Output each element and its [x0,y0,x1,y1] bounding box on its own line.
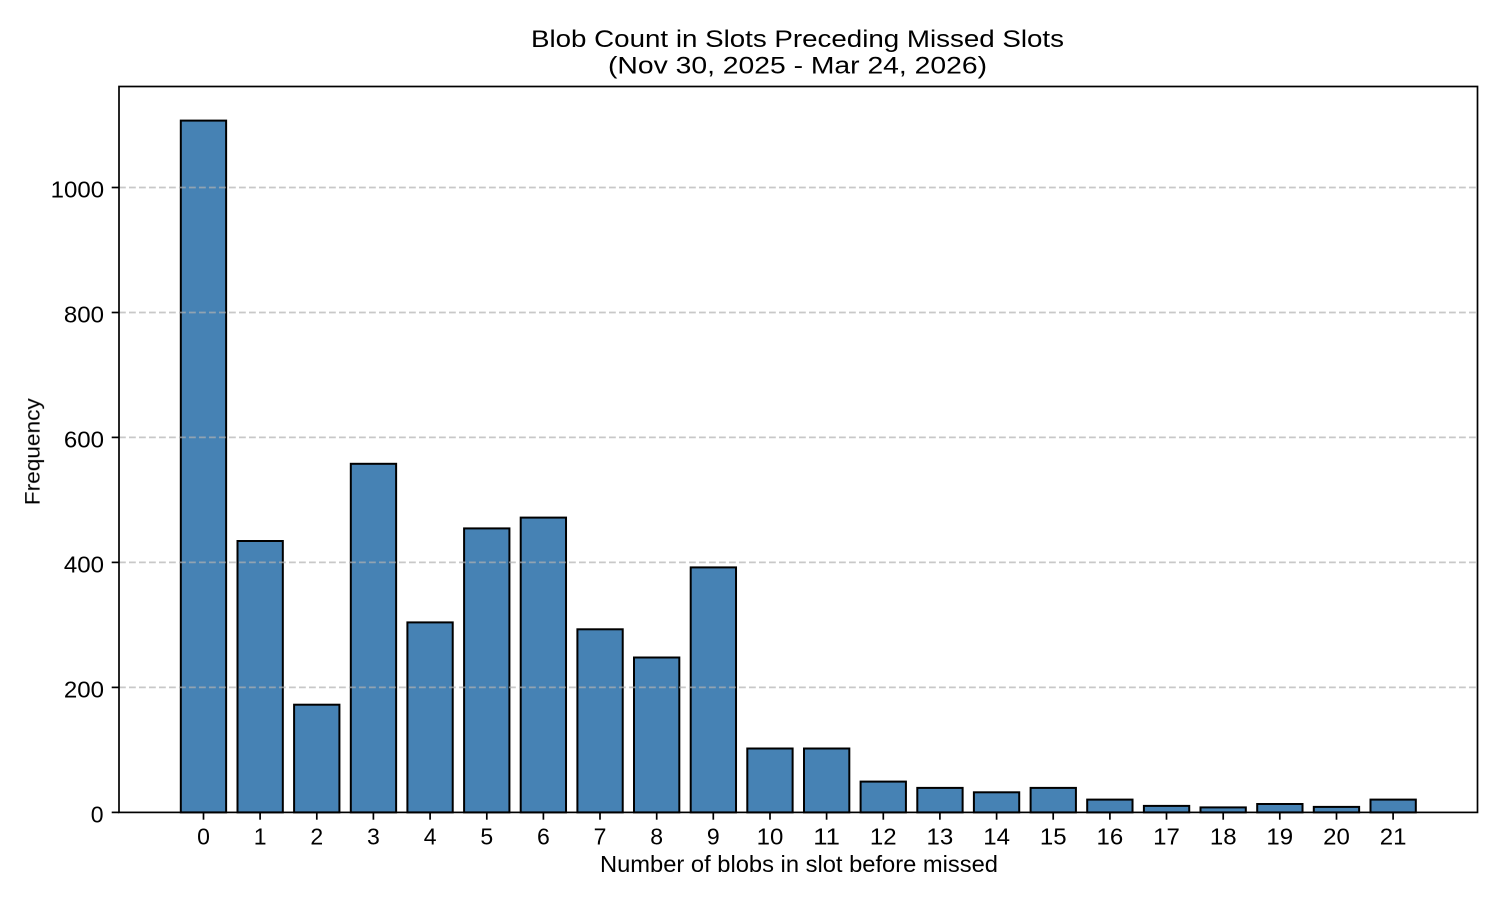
svg-text:7: 7 [594,823,607,849]
svg-text:(Nov 30, 2025 - Mar 24, 2026): (Nov 30, 2025 - Mar 24, 2026) [608,53,987,80]
svg-text:18: 18 [1210,823,1237,849]
svg-text:16: 16 [1097,823,1124,849]
svg-text:400: 400 [64,551,104,577]
svg-text:0: 0 [197,823,210,849]
svg-text:1000: 1000 [51,176,104,202]
svg-text:15: 15 [1040,823,1067,849]
svg-text:12: 12 [870,823,897,849]
svg-text:10: 10 [757,823,784,849]
svg-text:13: 13 [927,823,954,849]
svg-text:17: 17 [1153,823,1180,849]
svg-text:800: 800 [64,301,104,327]
svg-text:1: 1 [254,823,267,849]
svg-text:Number of blobs in slot before: Number of blobs in slot before missed [600,851,998,877]
svg-text:0: 0 [91,801,104,827]
svg-text:Blob Count in Slots Preceding: Blob Count in Slots Preceding Missed Slo… [531,26,1064,53]
svg-text:4: 4 [424,823,437,849]
svg-text:9: 9 [707,823,720,849]
svg-text:Frequency: Frequency [21,398,45,505]
svg-text:5: 5 [480,823,493,849]
svg-text:2: 2 [310,823,323,849]
svg-text:200: 200 [64,676,104,702]
svg-text:20: 20 [1323,823,1350,849]
svg-text:14: 14 [983,823,1010,849]
svg-text:19: 19 [1266,823,1293,849]
svg-text:6: 6 [537,823,550,849]
svg-text:11: 11 [813,823,840,849]
svg-text:8: 8 [650,823,663,849]
svg-text:21: 21 [1380,823,1407,849]
svg-text:3: 3 [367,823,380,849]
svg-text:600: 600 [64,426,104,452]
